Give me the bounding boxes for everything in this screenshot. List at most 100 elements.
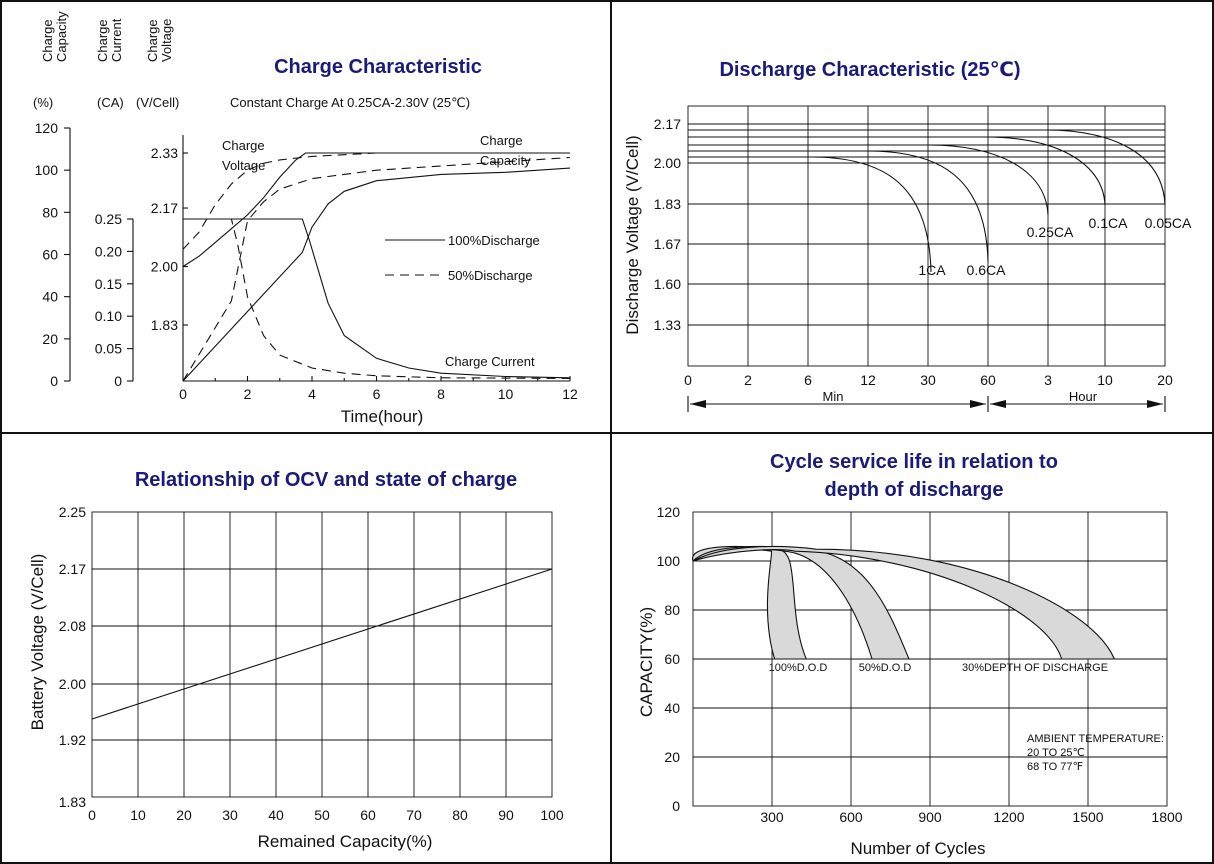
current-tick-label: 0 <box>114 373 122 389</box>
charge-series-line <box>183 218 571 379</box>
current-tick-label: 0.20 <box>95 243 122 259</box>
discharge-x-tick-label: 30 <box>920 372 936 388</box>
capacity-tick-label: 100 <box>35 162 59 178</box>
charge-series-line <box>182 167 571 382</box>
cycle-life-chart: Cycle service life in relation to depth … <box>637 451 1183 858</box>
ocv-y-tick-label: 2.08 <box>59 618 86 634</box>
ocv-y-tick-label: 1.83 <box>59 794 86 810</box>
discharge-x-tick-label: 20 <box>1157 372 1173 388</box>
voltage-axis-header: ChargeVoltage <box>145 19 174 62</box>
cycle-title-line1: Cycle service life in relation to <box>770 451 1058 473</box>
cycle-band <box>692 545 1116 660</box>
discharge-x-tick-label: 60 <box>980 372 996 388</box>
discharge-y-tick-label: 1.60 <box>654 276 681 292</box>
cycle-ylabel: CAPACITY(%) <box>637 607 656 717</box>
capacity-axis-header: ChargeCapacity <box>40 11 69 62</box>
ocv-ylabel: Battery Voltage (V/Cell) <box>28 554 47 731</box>
charge-x-tick-label: 0 <box>179 386 187 402</box>
charge-x-tick-label: 10 <box>498 386 514 402</box>
ocv-x-tick-label: 40 <box>268 807 284 823</box>
ocv-grid: 0 10 20 30 40 50 60 70 80 90 100 1.83 1.92 2.00 2.08 2.… <box>59 504 564 823</box>
ocv-y-tick-label: 2.00 <box>59 676 86 692</box>
charge-x-tick-label: 12 <box>562 386 578 402</box>
capacity-tick-label: 20 <box>42 331 58 347</box>
ocv-title: Relationship of OCV and state of charge <box>135 469 517 491</box>
charge-series-line <box>182 152 570 267</box>
cycle-y-tick-label: 0 <box>672 798 680 814</box>
current-tick-label: 0.25 <box>95 211 122 227</box>
capacity-tick-label: 0 <box>50 373 58 389</box>
ambient-line3: 68 TO 77℉ <box>1027 761 1083 773</box>
capacity-unit: (%) <box>33 95 53 110</box>
cycle-x-tick-label: 1800 <box>1151 809 1182 825</box>
unit-hour: Hour <box>1069 389 1098 404</box>
cycle-y-tick-label: 100 <box>657 553 681 569</box>
discharge-curve <box>688 156 932 273</box>
current-tick-label: 0.15 <box>95 276 122 292</box>
cycle-grid: 300 600 900 1200 1500 1800 0 20 40 60 80 100 120 <box>657 504 1183 825</box>
discharge-y-tick-label: 2.00 <box>654 155 681 171</box>
cycle-y-tick-label: 60 <box>664 651 680 667</box>
discharge-x-tick-label: 10 <box>1097 372 1113 388</box>
ocv-x-tick-label: 60 <box>360 807 376 823</box>
discharge-curve-labels: 1CA 0.6CA 0.25CA 0.1CA 0.05CA <box>918 215 1192 278</box>
ocv-chart: Relationship of OCV and state of charge … <box>28 469 564 851</box>
ocv-y-tick-label: 2.25 <box>59 504 86 520</box>
cycle-y-tick-label: 120 <box>657 504 681 520</box>
charge-axes: 0 2 4 6 8 10 1202040608010012000.050.100.150.2… <box>35 120 578 402</box>
discharge-curve <box>688 150 989 263</box>
curve-label-capacity-1: Charge <box>480 133 523 148</box>
ocv-x-tick-label: 100 <box>540 807 564 823</box>
ocv-x-tick-label: 70 <box>406 807 422 823</box>
discharge-curve-label: 0.25CA <box>1027 224 1074 240</box>
current-tick-label: 0.05 <box>95 341 122 357</box>
cycle-x-tick-label: 1500 <box>1072 809 1103 825</box>
ocv-line <box>91 568 553 720</box>
cycle-x-tick-label: 1200 <box>993 809 1024 825</box>
cycle-x-tick-label: 300 <box>760 809 784 825</box>
cycle-band-label: 100%D.O.D <box>769 662 828 674</box>
capacity-tick-label: 60 <box>42 247 58 263</box>
voltage-tick-label: 1.83 <box>151 317 178 333</box>
current-axis-header: ChargeCurrent <box>95 18 124 62</box>
cycle-band-label: 50%D.O.D <box>859 662 912 674</box>
curve-label-capacity-2: Capacity <box>480 153 531 168</box>
ocv-xlabel: Remained Capacity(%) <box>258 832 433 851</box>
cycle-y-tick-label: 20 <box>664 749 680 765</box>
time-unit-arrows <box>687 396 1166 412</box>
cycle-xlabel: Number of Cycles <box>850 839 985 858</box>
discharge-curves <box>688 129 1166 273</box>
voltage-unit: (V/Cell) <box>136 95 179 110</box>
discharge-y-tick-label: 1.83 <box>654 196 681 212</box>
cycle-x-tick-label: 600 <box>839 809 863 825</box>
charge-curves <box>182 152 571 382</box>
curve-label-voltage-1: Charge <box>222 138 265 153</box>
voltage-tick-label: 2.33 <box>151 145 178 161</box>
charge-characteristic-chart: Charge Characteristic Constant Charge At… <box>33 11 578 426</box>
charge-series-line <box>182 152 570 250</box>
discharge-curve-label: 1CA <box>918 262 946 278</box>
charge-x-tick-label: 6 <box>373 386 381 402</box>
discharge-y-tick-label: 2.17 <box>654 116 681 132</box>
ambient-line1: AMBIENT TEMPERATURE: <box>1027 733 1164 745</box>
voltage-tick-label: 2.17 <box>151 200 178 216</box>
legend-solid-label: 100%Discharge <box>448 233 540 248</box>
discharge-curve-label: 0.1CA <box>1089 215 1129 231</box>
charge-x-tick-label: 2 <box>244 386 252 402</box>
discharge-curve <box>688 129 1166 206</box>
ocv-x-tick-label: 30 <box>222 807 238 823</box>
discharge-characteristic-chart: Discharge Characteristic (25℃) Discharge… <box>623 59 1192 412</box>
ocv-y-tick-label: 2.17 <box>59 561 86 577</box>
discharge-x-tick-label: 6 <box>804 372 812 388</box>
legend-dashed-label: 50%Discharge <box>448 268 533 283</box>
charge-title: Charge Characteristic <box>274 56 482 78</box>
discharge-title: Discharge Characteristic (25℃) <box>719 59 1020 81</box>
capacity-tick-label: 80 <box>42 204 58 220</box>
capacity-tick-label: 120 <box>35 120 59 136</box>
discharge-curve-label: 0.6CA <box>967 262 1007 278</box>
charge-series-line <box>183 218 571 379</box>
discharge-curve <box>688 144 1049 216</box>
ocv-y-tick-label: 1.92 <box>59 732 86 748</box>
discharge-x-tick-label: 0 <box>684 372 692 388</box>
